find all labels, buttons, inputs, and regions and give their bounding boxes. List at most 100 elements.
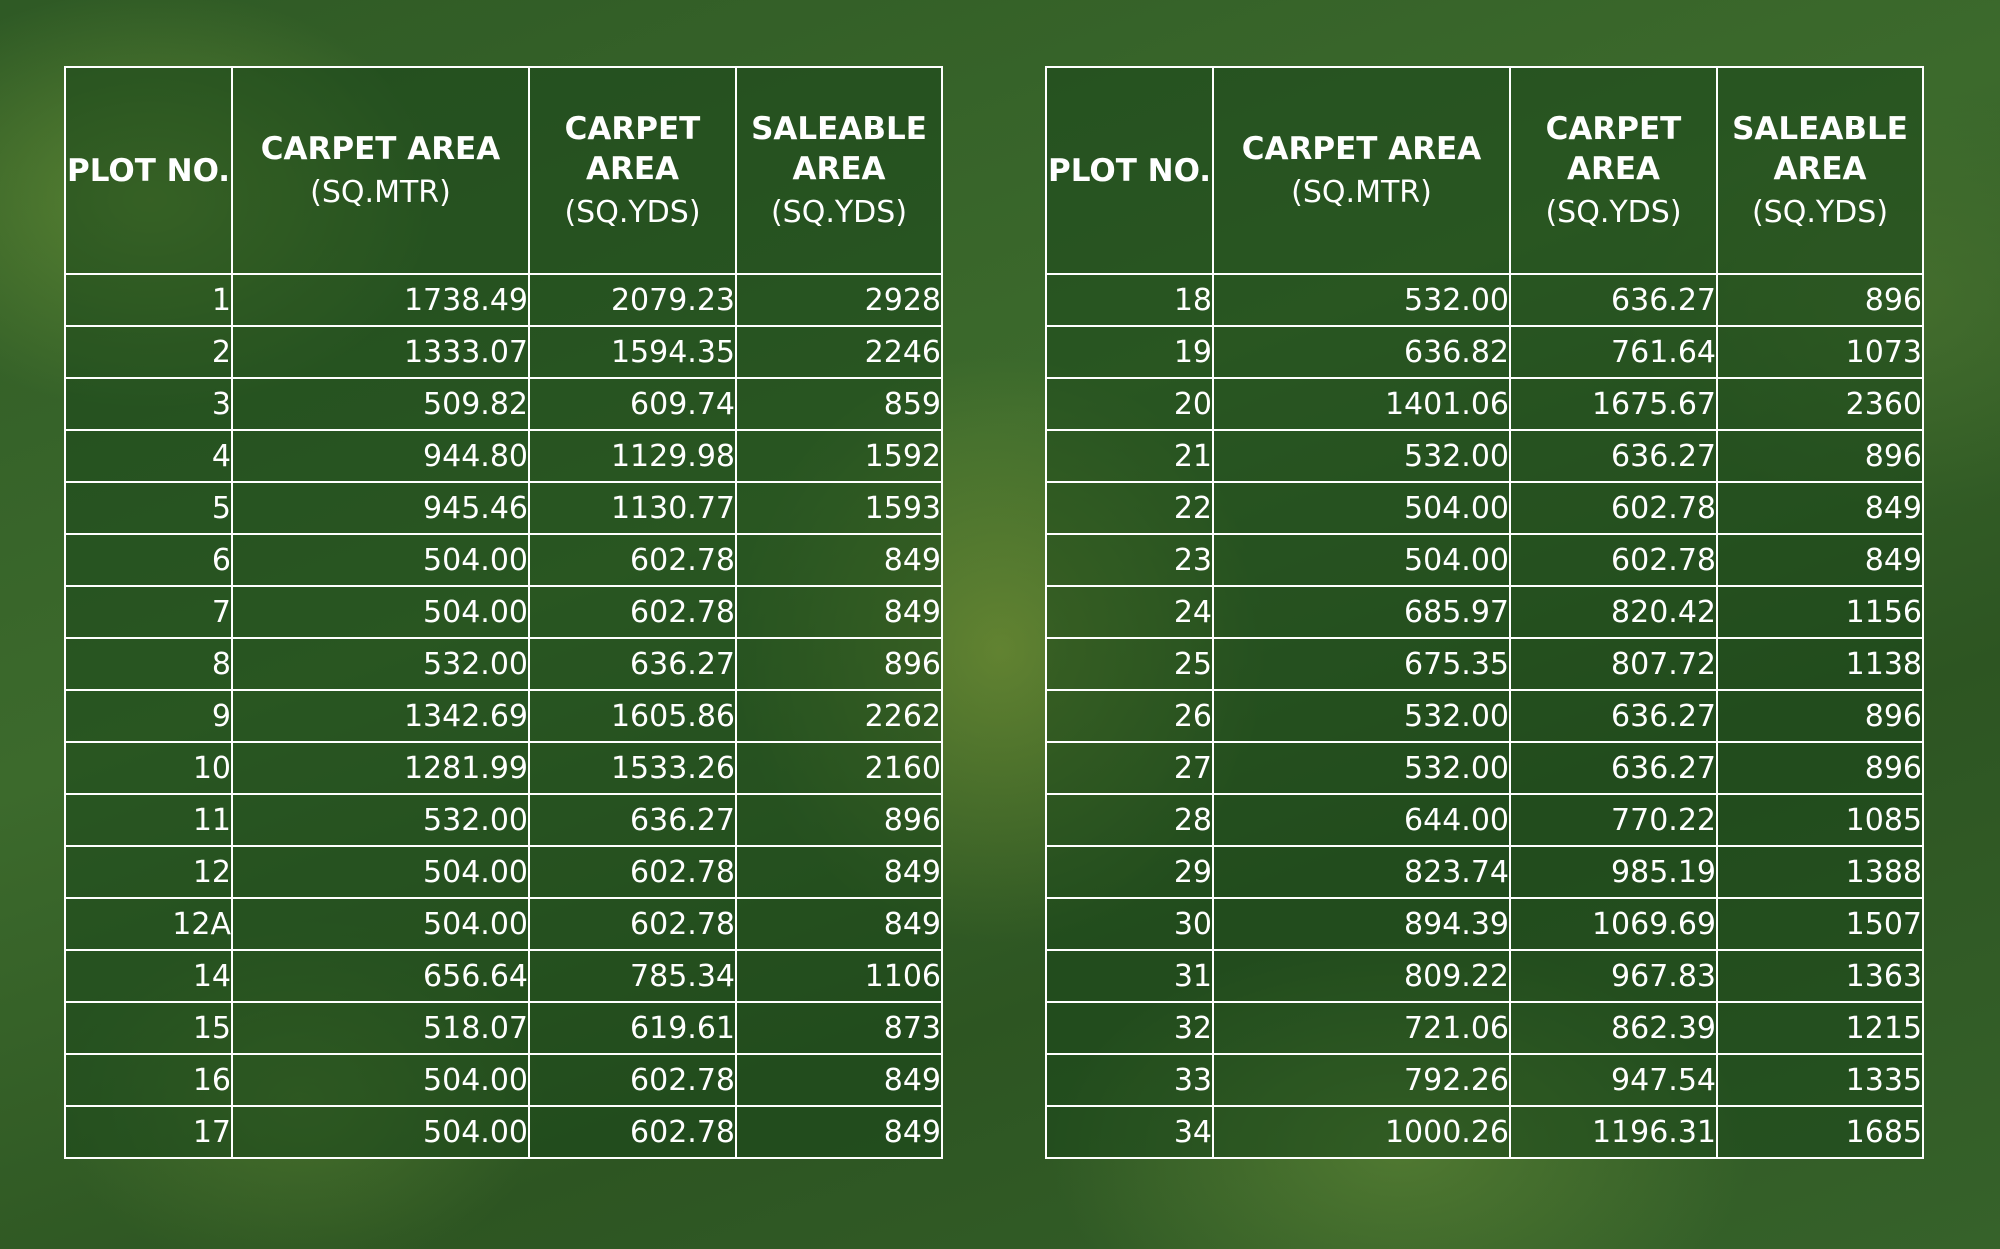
cell: 17 (64, 1105, 233, 1159)
cell: 1333.07 (231, 325, 530, 379)
cell: 16 (64, 1053, 233, 1107)
cell: 894.39 (1212, 897, 1511, 951)
cell: 1401.06 (1212, 377, 1511, 431)
cell: 20 (1045, 377, 1214, 431)
column-unit: (SQ.MTR) (310, 174, 451, 210)
cell: 849 (735, 897, 943, 951)
cell: 602.78 (528, 845, 737, 899)
column-title: SALEABLE AREA (751, 110, 927, 187)
cell: 1342.69 (231, 689, 530, 743)
cell: 1196.31 (1509, 1105, 1718, 1159)
cell: 675.35 (1212, 637, 1511, 691)
cell: 27 (1045, 741, 1214, 795)
cell: 15 (64, 1001, 233, 1055)
cell: 609.74 (528, 377, 737, 431)
data-row: 27 532.00 636.27 896 (1045, 741, 1924, 795)
data-row: 6 504.00 602.78 849 (64, 533, 943, 587)
cell: 636.27 (1509, 741, 1718, 795)
cell: 1388 (1716, 845, 1924, 899)
cell: 26 (1045, 689, 1214, 743)
column-title: PLOT NO. (1047, 152, 1212, 189)
cell: 849 (1716, 481, 1924, 535)
cell: 1533.26 (528, 741, 737, 795)
cell: 820.42 (1509, 585, 1718, 639)
cell: 636.27 (528, 793, 737, 847)
cell: 619.61 (528, 1001, 737, 1055)
cell: 1738.49 (231, 273, 530, 327)
cell: 18 (1045, 273, 1214, 327)
cell: 636.27 (528, 637, 737, 691)
data-row: 5 945.46 1130.77 1593 (64, 481, 943, 535)
header-cell: SALEABLE AREA (SQ.YDS) (735, 66, 943, 275)
cell: 6 (64, 533, 233, 587)
column-unit: (SQ.YDS) (1751, 194, 1889, 230)
cell: 859 (735, 377, 943, 431)
column-title: CARPET AREA (260, 130, 501, 167)
cell: 532.00 (1212, 741, 1511, 795)
cell: 896 (1716, 689, 1924, 743)
header-cell: CARPET AREA (SQ.MTR) (1212, 66, 1511, 275)
cell: 34 (1045, 1105, 1214, 1159)
cell: 504.00 (231, 1053, 530, 1107)
header-cell: PLOT NO. (1045, 66, 1214, 275)
data-row: 29 823.74 985.19 1388 (1045, 845, 1924, 899)
cell: 1215 (1716, 1001, 1924, 1055)
cell: 644.00 (1212, 793, 1511, 847)
cell: 636.27 (1509, 429, 1718, 483)
cell: 23 (1045, 533, 1214, 587)
header-cell: CARPET AREA (SQ.MTR) (231, 66, 530, 275)
header-row: PLOT NO. CARPET AREA (SQ.MTR) CARPET AREA (S… (64, 66, 943, 275)
cell: 8 (64, 637, 233, 691)
cell: 5 (64, 481, 233, 535)
cell: 28 (1045, 793, 1214, 847)
cell: 896 (1716, 741, 1924, 795)
data-row: 12 504.00 602.78 849 (64, 845, 943, 899)
cell: 504.00 (231, 845, 530, 899)
cell: 10 (64, 741, 233, 795)
data-row: 10 1281.99 1533.26 2160 (64, 741, 943, 795)
cell: 896 (735, 637, 943, 691)
cell: 30 (1045, 897, 1214, 951)
cell: 849 (735, 1053, 943, 1107)
cell: 32 (1045, 1001, 1214, 1055)
header-cell: PLOT NO. (64, 66, 233, 275)
cell: 849 (735, 533, 943, 587)
cell: 849 (1716, 533, 1924, 587)
cell: 1685 (1716, 1105, 1924, 1159)
cell: 2928 (735, 273, 943, 327)
cell: 636.27 (1509, 689, 1718, 743)
cell: 602.78 (528, 585, 737, 639)
cell: 1594.35 (528, 325, 737, 379)
data-row: 12A 504.00 602.78 849 (64, 897, 943, 951)
data-row: 17 504.00 602.78 849 (64, 1105, 943, 1159)
data-row: 18 532.00 636.27 896 (1045, 273, 1924, 327)
data-row: 26 532.00 636.27 896 (1045, 689, 1924, 743)
data-row: 24 685.97 820.42 1156 (1045, 585, 1924, 639)
cell: 7 (64, 585, 233, 639)
data-row: 2 1333.07 1594.35 2246 (64, 325, 943, 379)
column-unit: (SQ.YDS) (770, 194, 908, 230)
data-row: 19 636.82 761.64 1073 (1045, 325, 1924, 379)
cell: 19 (1045, 325, 1214, 379)
data-row: 34 1000.26 1196.31 1685 (1045, 1105, 1924, 1159)
column-title: CARPET AREA (1241, 130, 1482, 167)
cell: 896 (1716, 429, 1924, 483)
header-cell: CARPET AREA (SQ.YDS) (528, 66, 737, 275)
data-row: 30 894.39 1069.69 1507 (1045, 897, 1924, 951)
cell: 602.78 (528, 897, 737, 951)
cell: 1069.69 (1509, 897, 1718, 951)
cell: 9 (64, 689, 233, 743)
cell: 2 (64, 325, 233, 379)
cell: 1106 (735, 949, 943, 1003)
cell: 12 (64, 845, 233, 899)
data-row: 11 532.00 636.27 896 (64, 793, 943, 847)
cell: 862.39 (1509, 1001, 1718, 1055)
data-row: 23 504.00 602.78 849 (1045, 533, 1924, 587)
cell: 947.54 (1509, 1053, 1718, 1107)
header-cell: CARPET AREA (SQ.YDS) (1509, 66, 1718, 275)
cell: 944.80 (231, 429, 530, 483)
cell: 1593 (735, 481, 943, 535)
cell: 532.00 (1212, 689, 1511, 743)
cell: 602.78 (1509, 533, 1718, 587)
cell: 1605.86 (528, 689, 737, 743)
